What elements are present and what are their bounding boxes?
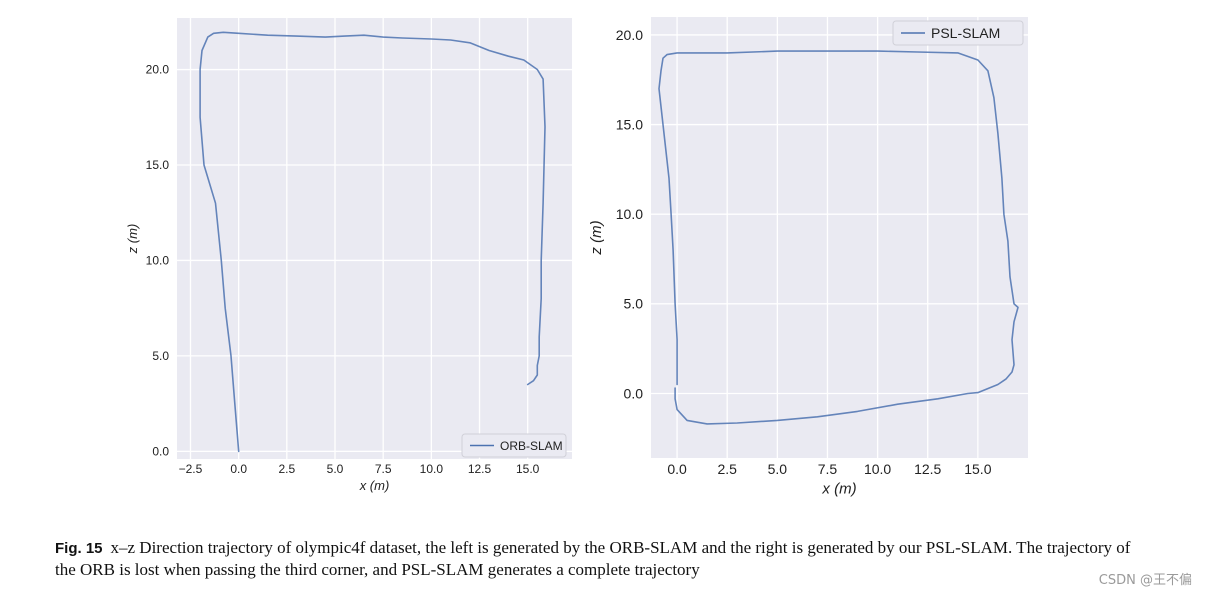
x-tick-label: 5.0 <box>327 462 344 476</box>
legend-box <box>461 433 567 458</box>
x-tick-label: 2.5 <box>717 461 737 477</box>
y-tick-label: 0.0 <box>624 385 644 401</box>
y-tick-label: 20.0 <box>146 63 170 77</box>
figure-caption: Fig. 15 x–z Direction trajectory of olymp… <box>55 537 1135 580</box>
watermark: CSDN @王不偏 <box>1098 573 1192 588</box>
y-tick-label: 10.0 <box>616 206 643 222</box>
x-tick-label: 5.0 <box>768 461 788 477</box>
y-tick-label: 5.0 <box>152 349 169 363</box>
series-line <box>199 31 546 453</box>
caption-text: x–z Direction trajectory of olympic4f da… <box>55 538 1131 579</box>
x-tick-label: 0.0 <box>667 461 687 477</box>
y-axis-label: z (m) <box>588 220 605 255</box>
y-tick-label: 10.0 <box>146 254 170 268</box>
legend: ORB-SLAM <box>461 433 567 458</box>
plot-area <box>651 17 1028 458</box>
legend-label: ORB-SLAM <box>500 439 563 453</box>
x-tick-label: 10.0 <box>420 462 444 476</box>
x-axis-label: x (m) <box>359 478 390 493</box>
caption-label: Fig. 15 <box>55 540 103 557</box>
plot-area <box>177 18 572 459</box>
y-tick-label: 20.0 <box>616 27 643 43</box>
chart-psl-slam: 0.0 2.5 5.0 7.5 10.0 12.5 15.0 0.0 5.0 10.0 15.0 20… <box>588 17 1028 498</box>
x-tick-label: 10.0 <box>864 461 891 477</box>
x-tick-label: 12.5 <box>914 461 941 477</box>
x-tick-label: 15.0 <box>964 461 991 477</box>
x-tick-label: 12.5 <box>468 462 492 476</box>
x-tick-label: 0.0 <box>230 462 247 476</box>
chart-orb-slam: −2.5 0.0 2.5 5.0 7.5 10.0 12.5 15.0 0.0 5.0 10.0 15… <box>125 18 572 493</box>
legend-box <box>892 20 1024 46</box>
x-tick-label: 15.0 <box>516 462 540 476</box>
y-tick-label: 0.0 <box>152 445 169 459</box>
y-axis-label: z (m) <box>125 224 140 255</box>
y-tick-label: 15.0 <box>146 158 170 172</box>
series-line <box>658 50 1019 425</box>
y-tick-label: 15.0 <box>616 116 643 132</box>
legend-label: PSL-SLAM <box>931 25 1000 41</box>
x-tick-label: 2.5 <box>278 462 295 476</box>
x-tick-label: −2.5 <box>179 462 203 476</box>
x-tick-label: 7.5 <box>375 462 392 476</box>
y-tick-label: 5.0 <box>624 296 644 312</box>
x-axis-label: x (m) <box>821 481 856 498</box>
legend: PSL-SLAM <box>892 20 1024 46</box>
x-tick-label: 7.5 <box>818 461 838 477</box>
